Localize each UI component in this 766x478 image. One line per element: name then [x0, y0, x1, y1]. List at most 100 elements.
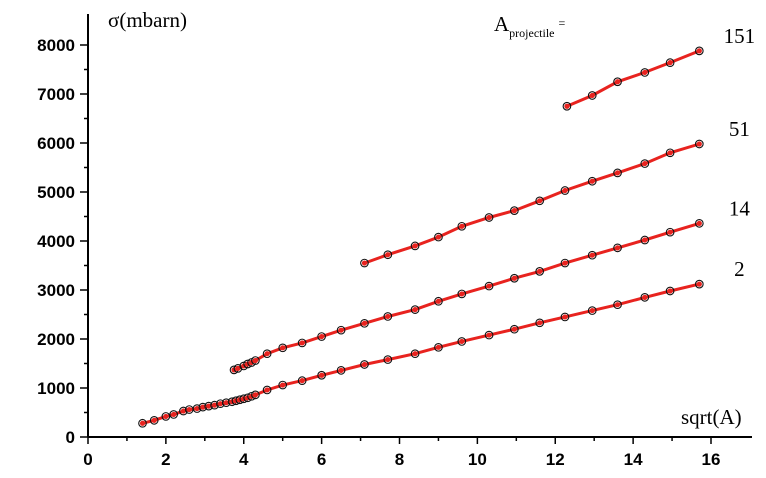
series-51-point: [383, 250, 393, 260]
series-14-point: [383, 312, 393, 321]
y-tick-label: 8000: [37, 36, 75, 55]
series-2-point: [587, 306, 597, 315]
series-2-point-fill: [264, 387, 270, 393]
series-2-point-fill: [589, 307, 595, 314]
series-2-point: [613, 300, 622, 310]
legend-title-subscript: projectile: [509, 26, 554, 40]
x-tick-label: 4: [239, 450, 249, 469]
series-51-point-fill: [696, 141, 702, 147]
series-2-point-fill: [186, 406, 192, 413]
series-label-151: 151: [724, 24, 756, 48]
series-2-point: [383, 355, 393, 364]
series-51-point-fill: [412, 243, 418, 249]
series-2-point-fill: [614, 302, 621, 308]
series-2-point-fill: [642, 294, 648, 300]
series-2-point-fill: [385, 356, 391, 363]
series-2-point-fill: [194, 405, 200, 412]
series-2-point-fill: [171, 411, 177, 418]
series-14-point: [262, 349, 272, 359]
series-51-point: [587, 176, 597, 186]
series-14-point-fill: [435, 298, 442, 304]
series-14-point: [233, 364, 243, 373]
series-14-point: [434, 296, 443, 306]
y-tick-label: 5000: [37, 183, 75, 202]
series-151-point: [562, 101, 572, 111]
series-2-point: [694, 279, 704, 289]
series-151-point: [613, 77, 622, 87]
x-tick-label: 0: [83, 450, 92, 469]
series-51-point-fill: [486, 214, 492, 221]
series-14-point: [510, 273, 519, 283]
series-2-point-fill: [435, 344, 442, 350]
series-2-point: [336, 366, 346, 375]
series-51-point: [535, 196, 545, 206]
series-14-point-fill: [280, 345, 286, 351]
series-151-point: [587, 91, 597, 100]
series-51-point-fill: [589, 178, 595, 184]
series-2-point: [665, 286, 675, 296]
series-51-point-fill: [614, 170, 621, 176]
series-51-point: [484, 213, 494, 222]
series-2-point: [251, 390, 260, 400]
series-51-point: [665, 148, 675, 158]
x-tick-label: 16: [702, 450, 721, 469]
series-14-point-fill: [299, 340, 305, 346]
series-14-point: [297, 338, 307, 348]
series-51-point-fill: [537, 198, 543, 204]
series-151-point-fill: [696, 48, 702, 54]
series-51-point: [360, 258, 369, 268]
series-14-point: [317, 332, 326, 341]
series-51-point-fill: [361, 260, 368, 266]
series-14-point: [484, 281, 494, 291]
series-51-point-fill: [642, 160, 648, 167]
x-tick-label: 6: [317, 450, 326, 469]
series-2-point-fill: [280, 382, 286, 388]
series-2-point: [161, 412, 171, 421]
series-2-point-fill: [338, 367, 344, 373]
series-2-point-fill: [151, 417, 157, 423]
series-14-point-fill: [319, 333, 325, 340]
series-151-point-fill: [589, 92, 595, 99]
series-151-point-fill: [667, 60, 673, 66]
series-2-point-fill: [217, 401, 223, 407]
series-2-point-fill: [412, 351, 418, 357]
series-2-point: [297, 376, 307, 386]
series-14-point-fill: [537, 268, 543, 274]
x-tick-label: 12: [546, 450, 565, 469]
series-14-point-fill: [361, 320, 368, 326]
series-14-point: [278, 343, 288, 353]
y-axis-label: σ(mbarn): [108, 8, 187, 32]
series-14-point: [410, 305, 420, 314]
series-2-point-fill: [511, 326, 517, 332]
y-tick-label: 4000: [37, 232, 75, 251]
series-14-point: [694, 219, 704, 228]
series-14-point-fill: [264, 351, 270, 357]
series-2-point: [457, 337, 467, 346]
series-2-point-fill: [139, 420, 146, 426]
series-2-point-fill: [319, 372, 325, 378]
series-14-point: [613, 243, 622, 253]
series-14-point: [360, 318, 369, 328]
series-14-point-fill: [642, 237, 648, 243]
plot-series-group: [138, 46, 704, 428]
series-14-point-fill: [338, 327, 344, 333]
series-label-2: 2: [734, 257, 745, 281]
series-2-point-fill: [223, 400, 229, 406]
series-151-point-fill: [614, 79, 621, 85]
series-14-point-fill: [667, 229, 673, 235]
x-tick-label: 14: [624, 450, 643, 469]
y-tick-label: 6000: [37, 134, 75, 153]
series-2-point-fill: [667, 288, 673, 294]
series-14-point-fill: [486, 283, 492, 289]
series-2-point: [169, 410, 179, 419]
series-51-point: [410, 241, 420, 251]
series-14-point: [665, 227, 675, 237]
series-2-point: [138, 418, 147, 428]
series-2-point-fill: [696, 281, 702, 287]
series-label-51: 51: [729, 117, 750, 141]
series-14-point: [587, 250, 597, 260]
series-14-point-fill: [235, 365, 241, 371]
series-14-point-fill: [459, 291, 465, 297]
series-51-point: [510, 206, 519, 215]
